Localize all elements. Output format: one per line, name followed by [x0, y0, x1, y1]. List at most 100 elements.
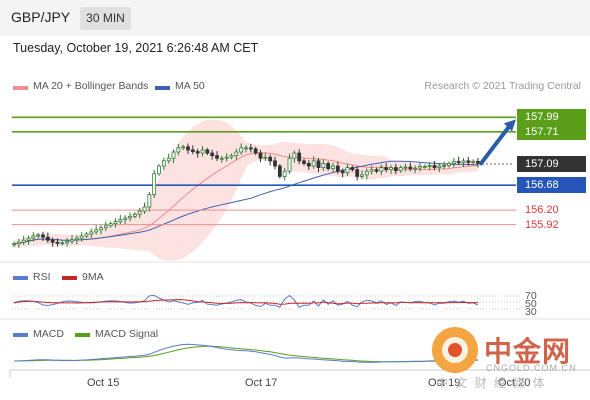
candle-body [26, 237, 31, 241]
forecast-arrow [479, 123, 512, 166]
candle-body [442, 165, 447, 167]
candle-body [398, 167, 403, 172]
rsi-line [13, 294, 479, 308]
candle-body [210, 152, 215, 157]
timeframe-button[interactable]: 30 MIN [80, 7, 131, 30]
candle-body [287, 157, 292, 172]
rsi-ma-line [13, 299, 478, 305]
candle-body [364, 170, 369, 176]
candle-body [74, 237, 79, 241]
currency-pair: GBP/JPY [11, 9, 71, 25]
watermark-tagline: 中 文 财 经 媒 体 [436, 376, 547, 390]
candle-body [321, 163, 326, 168]
candle-body [427, 165, 432, 167]
candle-body [393, 167, 398, 172]
candle-body [41, 234, 45, 238]
x-tick-label: Oct 15 [87, 377, 120, 389]
credit: Research © 2021 Trading Central [424, 80, 581, 92]
candle-body [282, 170, 287, 177]
candle-body [161, 160, 166, 167]
candle-body [84, 233, 89, 237]
candle-body [234, 151, 239, 157]
ma20-legend: MA 20 + Bollinger Bands [33, 80, 149, 92]
macd-legend-swatch [13, 333, 28, 337]
candle-body [21, 239, 26, 243]
candle-body [60, 242, 65, 245]
ma50-line [13, 160, 479, 245]
candle-body [466, 160, 471, 163]
pivot-level-label: 157.09 [517, 155, 586, 172]
candle-body [137, 210, 142, 215]
candle-body [224, 156, 229, 159]
x-tick-label: Oct 19 [428, 377, 461, 389]
candle-body [31, 235, 36, 239]
macd-signal-line [14, 345, 479, 363]
ma20-legend-swatch [13, 86, 28, 90]
candle-body [408, 166, 413, 170]
candle-body [418, 166, 422, 169]
candle-body [316, 160, 321, 168]
candle-body [113, 221, 118, 225]
candle-body [176, 147, 181, 153]
ma50-legend: MA 50 [175, 80, 205, 92]
candle-body [12, 243, 16, 246]
candle-body [297, 152, 302, 162]
candle-body [248, 147, 253, 150]
candle-body [302, 160, 306, 164]
candle-body [36, 234, 41, 237]
candle-body [147, 194, 152, 208]
lower-level-label: 156.20 [525, 204, 559, 217]
candle-body [277, 165, 282, 177]
coin-icon [432, 327, 478, 373]
candle-body [99, 227, 103, 231]
candle-body [50, 239, 55, 243]
candle-body [345, 167, 350, 174]
ma50-legend-swatch [155, 86, 170, 90]
candle-body [89, 231, 94, 235]
candle-body [268, 156, 273, 162]
candle-body [350, 167, 355, 171]
candle-body [253, 148, 258, 154]
resistance-level-label: 157.99 [517, 109, 586, 126]
candle-body [355, 169, 360, 177]
candle-body [374, 169, 379, 172]
candle-body [152, 173, 157, 195]
lower-level-label: 155.92 [525, 218, 559, 231]
candle-body [360, 174, 364, 177]
candle-body [263, 156, 268, 159]
candle-body [447, 163, 451, 166]
rsi-level-70: 70 [525, 290, 537, 302]
candle-body [205, 149, 210, 154]
candle-body [103, 225, 108, 229]
candle-body [166, 157, 171, 162]
candle-body [451, 160, 456, 164]
candle-body [403, 166, 408, 169]
bollinger-band [14, 119, 478, 261]
watermark-url: CNGOLD.COM.CN [486, 363, 577, 373]
x-tick-label: Oct 17 [245, 377, 278, 389]
resistance-level-label: 157.71 [517, 123, 586, 140]
candle-body [379, 167, 384, 172]
candle-body [195, 151, 200, 154]
candle-body [190, 149, 195, 152]
candle-body [200, 149, 205, 154]
candle-body [326, 163, 331, 170]
rsi-ma-legend-swatch [62, 276, 77, 280]
watermark-name: 中金网 [484, 336, 572, 367]
candle-body [142, 206, 147, 212]
candle-body [471, 160, 476, 163]
x-tick-label: Oct 20 [498, 377, 531, 389]
timestamp: Tuesday, October 19, 2021 6:26:48 AM CET [13, 41, 259, 55]
rsi-legend: RSI [33, 271, 51, 283]
candle-body [219, 157, 224, 160]
candle-body [340, 170, 345, 174]
macd-signal-legend-swatch [75, 333, 90, 337]
candle-body [331, 165, 335, 170]
candle-body [258, 152, 263, 159]
candle-body [157, 165, 161, 175]
candle-body [461, 160, 466, 163]
candle-body [55, 241, 60, 244]
candle-body [65, 240, 70, 244]
candle-body [273, 160, 277, 167]
candle-body [389, 167, 393, 171]
